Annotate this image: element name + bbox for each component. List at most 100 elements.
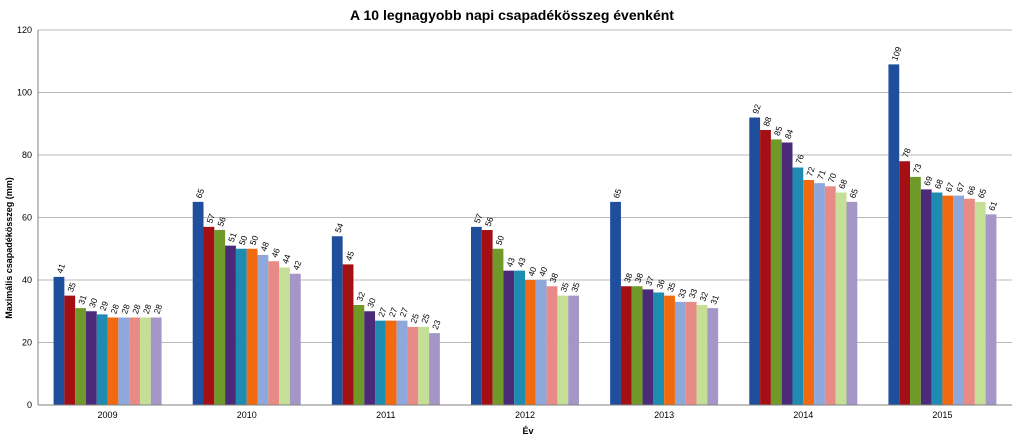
bar <box>781 142 793 405</box>
bar <box>803 180 815 405</box>
bar-value-label: 28 <box>130 303 143 316</box>
bar <box>492 248 504 405</box>
bar-value-label: 35 <box>665 281 678 294</box>
x-tick-label: 2012 <box>515 410 535 420</box>
bar <box>407 326 419 406</box>
bar-value-label: 27 <box>376 306 389 319</box>
bar-value-label: 25 <box>408 312 421 325</box>
bar <box>535 280 547 405</box>
bar <box>192 201 204 406</box>
bar-value-label: 56 <box>483 215 496 228</box>
bar <box>792 167 804 405</box>
bar <box>824 186 836 405</box>
bar <box>642 289 654 406</box>
bar <box>235 248 247 405</box>
bar <box>150 317 162 405</box>
bar <box>707 308 719 406</box>
x-tick-label: 2013 <box>654 410 674 420</box>
bar <box>96 314 108 406</box>
bar <box>118 317 130 405</box>
bar-value-label: 65 <box>194 187 207 200</box>
y-axis-ticks: 0 20 40 60 80 100 120 <box>17 25 32 410</box>
bar <box>203 226 215 406</box>
bar <box>920 189 932 405</box>
bar-value-label: 44 <box>280 253 293 266</box>
x-tick-label: 2011 <box>376 410 395 420</box>
bar-value-label: 46 <box>269 246 282 259</box>
bar-value-label: 70 <box>826 171 839 184</box>
bar <box>279 267 290 405</box>
bar <box>620 286 632 405</box>
bar-value-label: 41 <box>54 262 67 275</box>
bar-value-label: 32 <box>697 290 710 303</box>
bar-value-label: 40 <box>537 265 550 278</box>
bar-value-label: 36 <box>654 278 667 291</box>
bar <box>964 198 975 405</box>
bar <box>246 248 258 405</box>
bar <box>631 286 643 405</box>
bar <box>139 317 151 405</box>
bar-value-label: 27 <box>398 306 411 319</box>
bar <box>53 276 65 406</box>
bar <box>481 230 493 405</box>
bar-value-label: 48 <box>258 240 271 253</box>
bar-value-label: 65 <box>976 187 989 200</box>
bar-value-label: 73 <box>911 162 924 175</box>
bar-value-label: 28 <box>152 303 165 316</box>
bar-value-label: 57 <box>204 212 217 225</box>
bar-value-label: 65 <box>611 187 624 200</box>
bar-value-label: 29 <box>98 300 111 313</box>
bar-value-label: 50 <box>248 234 261 247</box>
bar <box>664 295 675 406</box>
bar <box>899 161 911 405</box>
x-axis-label: Év <box>522 426 533 436</box>
bar-value-label: 37 <box>643 275 656 288</box>
bar-value-label: 84 <box>783 128 796 141</box>
bar <box>696 305 708 405</box>
bar <box>974 201 986 406</box>
y-tick-label: 120 <box>17 25 32 35</box>
bar-value-label: 78 <box>900 146 913 159</box>
bar-value-label: 23 <box>430 318 443 331</box>
bar-value-label: 57 <box>472 212 485 225</box>
x-tick-label: 2015 <box>932 410 952 420</box>
bar <box>64 295 76 406</box>
bar <box>353 305 365 405</box>
bar-value-label: 69 <box>922 175 935 188</box>
bar-value-label: 38 <box>547 271 560 284</box>
bar-value-label: 42 <box>291 259 304 272</box>
bar <box>385 320 397 406</box>
bar <box>749 117 761 405</box>
bar-value-label: 51 <box>226 231 239 244</box>
bar-value-label: 67 <box>943 181 956 194</box>
bar <box>568 295 579 406</box>
bar <box>610 201 621 406</box>
bar <box>846 201 858 406</box>
x-axis-ticks: 2009 2010 2011 2012 2013 2014 2015 <box>98 410 953 420</box>
chart-title: A 10 legnagyobb napi csapadékösszeg éven… <box>350 7 674 23</box>
bar-value-label: 28 <box>119 303 132 316</box>
bar-value-label: 30 <box>365 296 378 309</box>
x-tick-label: 2010 <box>237 410 257 420</box>
bar <box>364 311 376 405</box>
bar <box>557 295 569 406</box>
bar <box>888 64 900 406</box>
bar <box>75 308 86 406</box>
bar-value-label: 31 <box>708 293 721 306</box>
bar-value-label: 85 <box>772 125 785 138</box>
data-labels: 4135313029282828282865575651505048464442… <box>54 45 999 331</box>
bar-value-label: 50 <box>237 234 250 247</box>
bar <box>953 195 965 406</box>
bar-value-label: 66 <box>965 184 978 197</box>
bar <box>760 130 771 405</box>
bar-value-label: 43 <box>515 256 528 269</box>
bar-value-label: 76 <box>793 153 806 166</box>
bar <box>214 230 226 405</box>
bar <box>85 311 97 405</box>
bar <box>525 280 536 405</box>
bar-value-label: 28 <box>141 303 154 316</box>
bar-value-label: 35 <box>569 281 582 294</box>
bar-value-label: 92 <box>750 103 763 116</box>
x-tick-label: 2014 <box>793 410 813 420</box>
